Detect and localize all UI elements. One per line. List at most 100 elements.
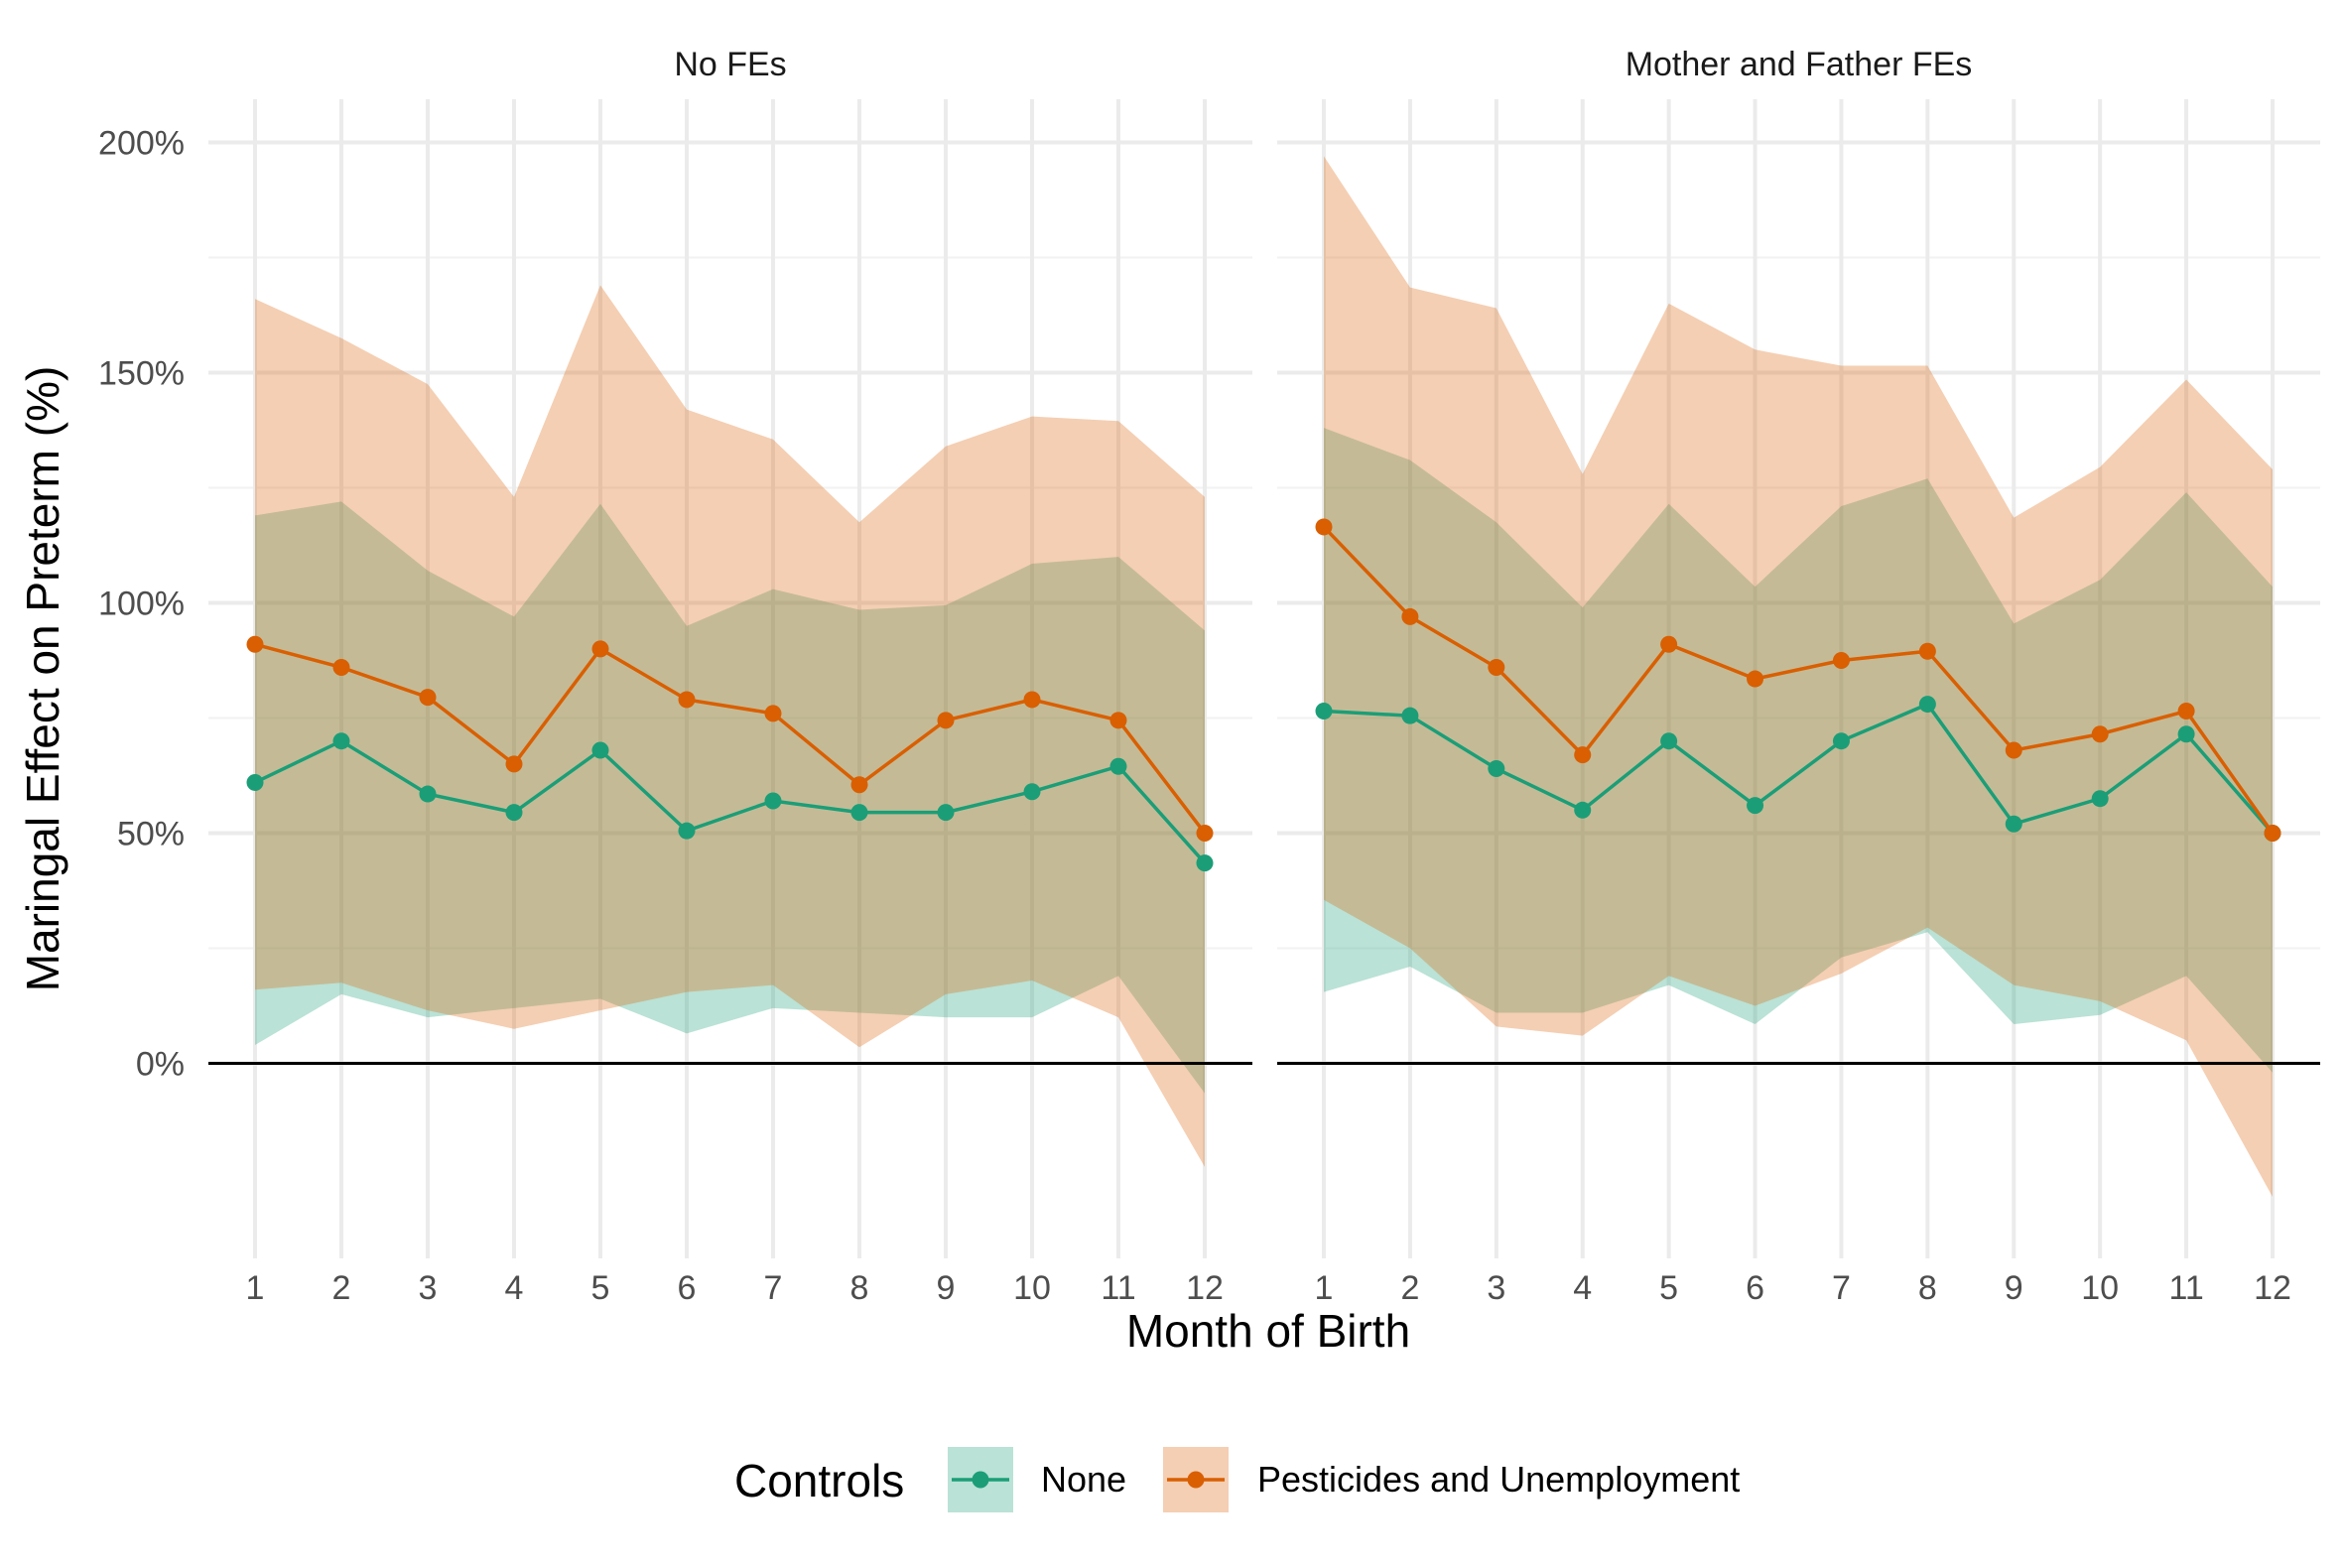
data-point [2005, 741, 2022, 759]
legend-label: Pesticides and Unemployment [1257, 1459, 1740, 1500]
data-point [2264, 825, 2281, 842]
data-point [1023, 691, 1041, 709]
data-point [505, 755, 523, 773]
data-point [678, 691, 696, 709]
data-point [505, 804, 523, 822]
y-tick-label: 0% [136, 1046, 185, 1084]
x-tick-label: 6 [1746, 1269, 1764, 1307]
data-point [1918, 642, 1936, 660]
data-point [1196, 854, 1214, 872]
x-tick-label: 5 [1659, 1269, 1678, 1307]
series-line [254, 738, 1207, 864]
data-point [2091, 790, 2109, 808]
x-tick-label: 10 [2081, 1269, 2119, 1307]
data-point [2091, 725, 2109, 743]
y-tick-label: 150% [98, 355, 185, 393]
y-tick-label: 50% [117, 816, 185, 853]
x-tick-label: 3 [419, 1269, 438, 1307]
legend-key-point [972, 1471, 989, 1489]
data-point [1023, 783, 1041, 801]
x-tick-label: 5 [591, 1269, 610, 1307]
data-point [246, 773, 264, 791]
y-axis-title: Maringal Effect on Preterm (%) [17, 366, 68, 992]
data-point [1832, 652, 1850, 669]
data-point [2177, 703, 2195, 720]
data-point [1574, 801, 1592, 819]
data-point [1315, 703, 1333, 720]
legend-key-point [1187, 1471, 1205, 1489]
legend-item: Pesticides and Unemployment [1163, 1447, 1740, 1512]
data-point [1196, 825, 1214, 842]
series-line [1323, 702, 2275, 835]
series-line [254, 642, 1207, 835]
legend-label: None [1041, 1459, 1126, 1500]
data-point [1109, 757, 1127, 775]
data-point [591, 640, 609, 658]
data-point [850, 804, 868, 822]
x-tick-label: 3 [1487, 1269, 1505, 1307]
data-point [2005, 815, 2022, 833]
x-tick-label: 9 [937, 1269, 956, 1307]
x-tick-label: 11 [1101, 1269, 1135, 1307]
data-point [1401, 607, 1419, 625]
x-tick-label: 1 [246, 1269, 265, 1307]
data-point [332, 732, 350, 750]
data-point [1918, 696, 1936, 714]
x-tick-label: 10 [1013, 1269, 1051, 1307]
data-point [1488, 658, 1505, 676]
data-point [1747, 670, 1764, 688]
legend-title: Controls [734, 1455, 904, 1506]
x-tick-label: 7 [1832, 1269, 1851, 1307]
x-tick-label: 4 [505, 1269, 524, 1307]
x-tick-label: 1 [1315, 1269, 1334, 1307]
data-point [1315, 518, 1333, 536]
data-point [1832, 732, 1850, 750]
data-point [246, 635, 264, 653]
y-axis: 0% 50% 100% 150% 200% [98, 125, 185, 1084]
legend-item: None [948, 1447, 1126, 1512]
x-tick-label: 12 [1186, 1269, 1224, 1307]
data-point [1660, 635, 1678, 653]
facet-title: No FEs [674, 46, 786, 83]
data-point [1574, 746, 1592, 764]
data-point [591, 741, 609, 759]
x-tick-label: 7 [764, 1269, 783, 1307]
data-point [764, 792, 782, 810]
confidence-band [255, 285, 1205, 1167]
confidence-band [255, 501, 1205, 1094]
series-line [1322, 525, 2275, 835]
x-tick-label: 2 [1400, 1269, 1419, 1307]
data-point [678, 822, 696, 840]
data-point [2177, 725, 2195, 743]
x-tick-label: 11 [2168, 1269, 2203, 1307]
data-point [1747, 797, 1764, 815]
data-point [850, 776, 868, 794]
data-point [1488, 760, 1505, 778]
data-point [1660, 732, 1678, 750]
data-point [937, 712, 955, 729]
y-tick-label: 100% [98, 586, 185, 623]
x-tick-label: 8 [1918, 1269, 1937, 1307]
y-tick-label: 200% [98, 125, 185, 163]
data-point [1109, 712, 1127, 729]
x-tick-label: 9 [2005, 1269, 2023, 1307]
x-tick-label: 2 [332, 1269, 351, 1307]
data-point [419, 689, 437, 707]
facet-title: Mother and Father FEs [1626, 46, 1973, 83]
confidence-band [1324, 156, 2273, 1198]
data-point [332, 658, 350, 676]
data-point [764, 705, 782, 722]
x-axis-title: Month of Birth [1126, 1305, 1410, 1357]
data-point [1401, 707, 1419, 724]
data-point [419, 785, 437, 803]
x-tick-label: 4 [1573, 1269, 1592, 1307]
x-tick-label: 6 [678, 1269, 697, 1307]
x-tick-label: 12 [2254, 1269, 2291, 1307]
data-point [937, 804, 955, 822]
